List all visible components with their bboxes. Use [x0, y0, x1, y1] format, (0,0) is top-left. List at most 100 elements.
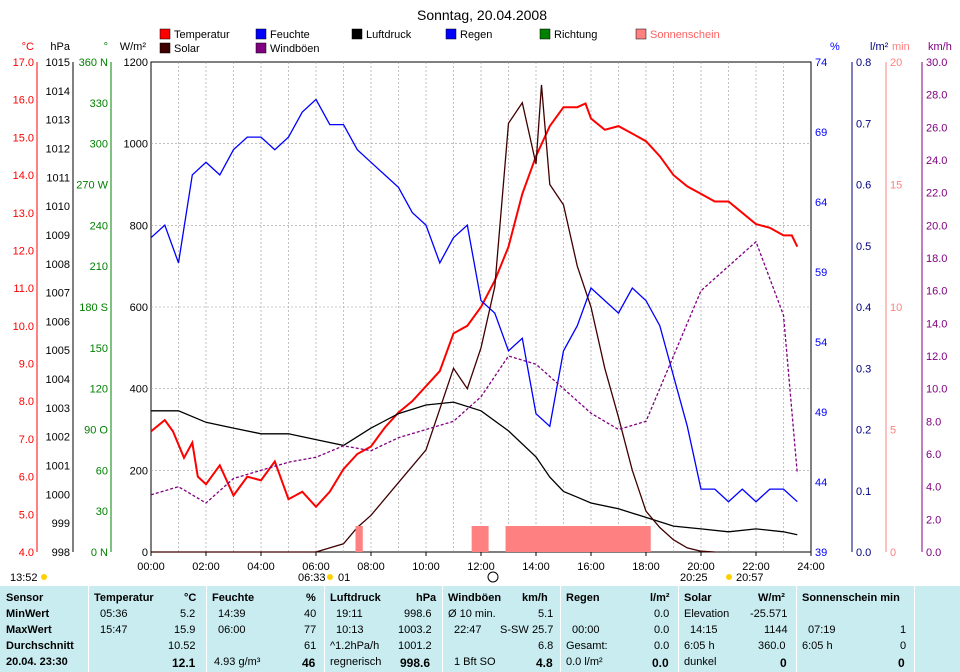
sunshine-title: Sonnenschein min — [802, 592, 900, 604]
y-tick-label: 26.0 — [926, 122, 947, 134]
y-tick-label: 12.0 — [13, 245, 34, 257]
y-tick-label: 0.6 — [856, 180, 871, 192]
y-axis-unit-label: ° — [104, 41, 108, 53]
y-tick-label: 9.0 — [19, 359, 34, 371]
y-tick-label: 600 — [130, 302, 148, 314]
y-tick-label: 4.0 — [926, 482, 941, 494]
solar-max: 1144 — [764, 624, 788, 636]
marker-label: 13:52 — [10, 572, 38, 584]
plot-area — [150, 61, 812, 553]
sunshine-max: 1 — [900, 624, 907, 636]
y-tick-label: 1000 — [46, 489, 70, 501]
wind-bft: 1 Bft SO — [454, 656, 496, 668]
rain-min: 0.0 — [654, 608, 670, 620]
pressure-title: Luftdruck — [330, 592, 381, 604]
pressure-max-time: 10:13 — [336, 624, 364, 636]
wind-max-dir: S-SW — [500, 624, 529, 636]
series-line-temperatur — [150, 102, 799, 509]
y-tick-label: 1000 — [124, 139, 148, 151]
marker-label: 20:25 — [680, 572, 708, 584]
weather-chart: Sonntag, 20.04.2008 Temperatur Solar Feuch… — [10, 7, 952, 584]
y-tick-label: 49 — [815, 407, 827, 419]
legend-label: Luftdruck — [366, 29, 412, 41]
wind-max: 25.7 — [532, 624, 554, 636]
y-tick-label: 0.2 — [856, 425, 871, 437]
y-tick-label: 0 N — [91, 547, 108, 559]
y-tick-label: 1013 — [46, 115, 70, 127]
row-label-sensor: Sensor — [6, 592, 44, 604]
wind-unit: km/h — [522, 592, 548, 604]
y-axis-unit-label: min — [892, 41, 910, 53]
y-tick-label: 1014 — [46, 86, 70, 98]
y-tick-label: 6.0 — [926, 449, 941, 461]
y-tick-label: 330 — [90, 98, 108, 110]
y-tick-label: 16.0 — [13, 95, 34, 107]
legend-label: Temperatur — [174, 29, 230, 41]
y-tick-label: 28.0 — [926, 90, 947, 102]
humidity-avg: 61 — [304, 640, 317, 652]
row-label-max: MaxWert — [6, 624, 52, 636]
marker-label: 20:57 — [736, 572, 764, 584]
y-tick-label: 12.0 — [926, 351, 947, 363]
x-tick-label: 18:00 — [632, 561, 660, 573]
humidity-min: 40 — [304, 608, 317, 620]
y-axis-unit-label: km/h — [928, 41, 952, 53]
y-tick-label: 0 — [890, 547, 896, 559]
y-tick-label: 0 — [142, 547, 148, 559]
wind-max-time: 22:47 — [454, 624, 482, 636]
y-tick-label: 200 — [130, 465, 148, 477]
y-tick-label: 0.4 — [856, 302, 871, 314]
legend-swatch — [255, 28, 267, 40]
pressure-state: regnerisch — [330, 656, 382, 668]
y-axis-unit-label: °C — [22, 41, 34, 53]
pressure-max: 1003.2 — [398, 624, 432, 636]
y-tick-label: 150 — [90, 343, 108, 355]
y-tick-label: 1003 — [46, 403, 70, 415]
y-tick-label: 44 — [815, 477, 827, 489]
y-tick-label: 16.0 — [926, 286, 947, 298]
series-line-luftdruck — [151, 401, 798, 536]
y-tick-label: 1009 — [46, 230, 70, 242]
summary-table: Sensor MinWert MaxWert Durchschnitt 20.0… — [0, 586, 960, 672]
wind-avg: 5.1 — [538, 608, 554, 620]
y-axis-unit-label: % — [830, 41, 840, 53]
pressure-min-time: 19:11 — [336, 608, 363, 620]
y-tick-label: 1010 — [46, 201, 70, 213]
sun-icon — [327, 574, 333, 580]
sunshine-bar — [471, 526, 489, 552]
y-axis-unit-label: l/m² — [870, 41, 889, 53]
legend-label: Solar — [174, 43, 200, 55]
rain-current-text: 0.0 l/m² — [566, 656, 603, 668]
sunshine-max-time: 07:19 — [808, 624, 836, 636]
solar-unit: W/m² — [758, 592, 785, 604]
wind-avg-label: Ø 10 min. — [448, 608, 496, 620]
legend-label: Feuchte — [270, 29, 310, 41]
solar-state: dunkel — [684, 656, 717, 668]
sunshine-bar — [355, 526, 363, 552]
chart-legend: Temperatur Solar Feuchte Windböen Luftdruck R… — [159, 28, 720, 55]
y-tick-label: 1002 — [46, 432, 70, 444]
humidity-unit: % — [306, 592, 316, 604]
y-tick-label: 400 — [130, 384, 148, 396]
humidity-min-time: 14:39 — [218, 608, 246, 620]
x-tick-label: 04:00 — [247, 561, 275, 573]
y-tick-label: 210 — [90, 261, 108, 273]
solar-daylen: 6:05 h — [684, 640, 715, 652]
temp-current: 12.1 — [172, 656, 196, 670]
y-tick-label: 14.0 — [13, 170, 34, 182]
wind-avg2: 6.8 — [538, 640, 554, 652]
y-tick-label: 1001 — [46, 461, 70, 473]
x-tick-label: 14:00 — [522, 561, 550, 573]
y-tick-label: 7.0 — [19, 434, 34, 446]
x-axis: 00:00 02:00 04:00 06:00 08:00 10:00 12:00 14:00… — [137, 552, 825, 573]
y-tick-label: 10 — [890, 302, 902, 314]
y-tick-label: 39 — [815, 547, 827, 559]
y-tick-label: 17.0 — [13, 57, 34, 69]
wind-title: Windböen — [448, 592, 502, 604]
x-markers: 13:52 06:33 01 20:25 20:57 — [10, 571, 764, 584]
rain-title: Regen — [566, 592, 600, 604]
x-tick-label: 06:00 — [302, 561, 330, 573]
humidity-max: 77 — [304, 624, 317, 636]
pressure-current: 998.6 — [400, 656, 431, 670]
legend-swatch — [445, 28, 457, 40]
